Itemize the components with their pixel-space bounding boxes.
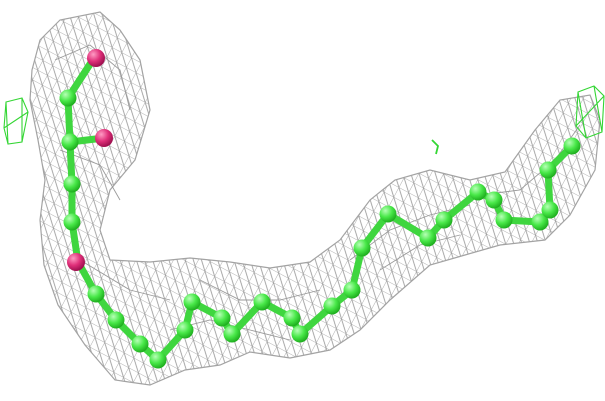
carbon-atom (379, 205, 397, 223)
carbon-atom (253, 293, 271, 311)
carbon-atom (183, 293, 201, 311)
stray-density-blob (431, 139, 439, 155)
carbon-atom (495, 211, 513, 229)
carbon-atom (419, 229, 437, 247)
carbon-atom (63, 213, 81, 231)
carbon-atom (531, 213, 549, 231)
carbon-atom (353, 239, 371, 257)
carbon-atom (87, 285, 105, 303)
carbon-atom (176, 321, 194, 339)
carbon-atom (485, 191, 503, 209)
carbon-atom (541, 201, 559, 219)
carbon-atom (59, 89, 77, 107)
carbon-atom (283, 309, 301, 327)
density-mesh (29, 11, 601, 386)
cage-marker-right (575, 85, 605, 139)
carbon-atom (107, 311, 125, 329)
carbon-atom (149, 351, 167, 369)
carbon-atom (223, 325, 241, 343)
carbon-atom (291, 325, 309, 343)
carbon-atom (131, 335, 149, 353)
density-mesh-surface (29, 11, 601, 386)
carbon-atom (469, 183, 487, 201)
oxygen-atom (87, 49, 105, 67)
carbon-atom (563, 137, 581, 155)
carbon-atom (63, 175, 81, 193)
carbon-atom (435, 211, 453, 229)
carbon-atom (343, 281, 361, 299)
carbon-atom (539, 161, 557, 179)
atom-list (59, 49, 581, 369)
cage-marker-left (3, 97, 29, 145)
carbon-atom (323, 297, 341, 315)
carbon-atom (213, 309, 231, 327)
carbon-atom (61, 133, 79, 151)
oxygen-atom (95, 129, 113, 147)
oxygen-atom (67, 253, 85, 271)
